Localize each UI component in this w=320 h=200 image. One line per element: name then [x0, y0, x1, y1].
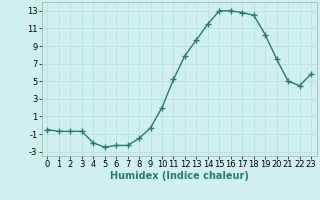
X-axis label: Humidex (Indice chaleur): Humidex (Indice chaleur): [110, 171, 249, 181]
